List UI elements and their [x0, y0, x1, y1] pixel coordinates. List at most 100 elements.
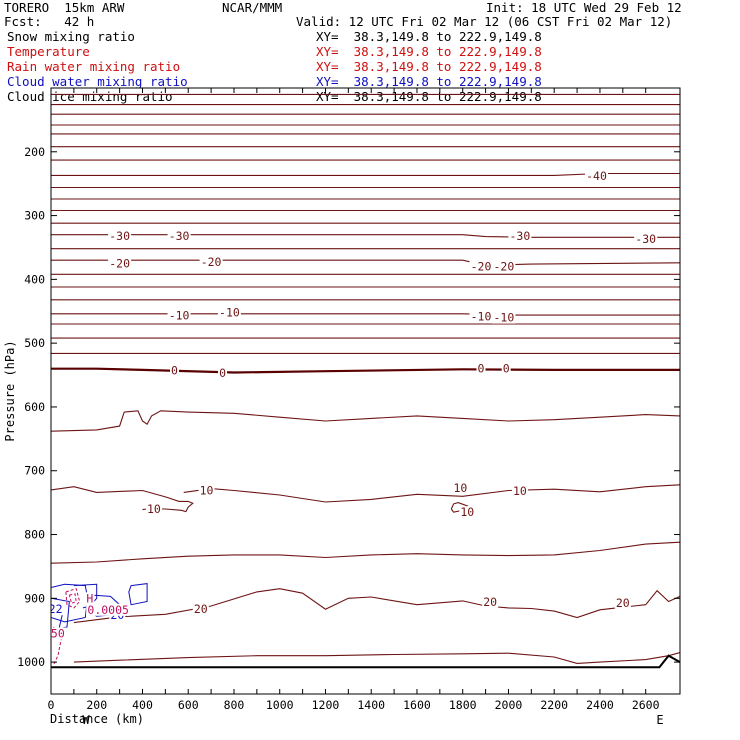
field-rain-xy: XY= 38.3,149.8 to 222.9,149.8	[316, 59, 542, 74]
isotherm-line	[51, 410, 680, 432]
field-cloud-ice-xy: XY= 38.3,149.8 to 222.9,149.8	[316, 89, 542, 104]
isotherm-label: -10	[219, 306, 240, 320]
isotherm-line	[51, 172, 680, 176]
field-rain-name: Rain water mixing ratio	[7, 59, 181, 74]
field-snow-xy: XY= 38.3,149.8 to 222.9,149.8	[316, 29, 542, 44]
isotherm-label-bg	[476, 362, 486, 375]
y-tick-label: 500	[24, 336, 45, 350]
y-tick-label: 1000	[17, 655, 45, 669]
field-cloud-ice-name: Cloud ice mixing ratio	[7, 89, 173, 104]
y-tick-label: 700	[24, 464, 45, 478]
terrain-line	[51, 654, 680, 669]
isotherm-label-bg	[492, 311, 516, 324]
forecast-hour: Fcst: 42 h	[4, 14, 95, 29]
x-tick-label: 200	[86, 698, 107, 712]
x-tick-label: 2200	[540, 698, 568, 712]
isotherm-line	[51, 541, 680, 564]
isotherm-label: 10	[200, 484, 214, 498]
contour-label-layer: -40-30 -30 -30 -30-20 -20 -20 -20-10 -10 -10 -100…	[49, 88, 658, 640]
y-tick-label: 200	[24, 145, 45, 159]
isotherm-line	[51, 486, 194, 513]
isotherm-label-bg	[145, 503, 162, 516]
isotherm-label-bg	[459, 506, 476, 519]
y-tick-label: 900	[24, 591, 45, 605]
rain-water-label-bg	[85, 592, 95, 605]
isotherm-label: -20	[201, 255, 222, 269]
isotherm-label: 0	[503, 362, 510, 376]
isotherm-label: 20	[194, 602, 208, 616]
x-tick-label: 1000	[266, 698, 294, 712]
isotherm-label-bg	[199, 256, 223, 269]
model-title: TORERO 15km ARW	[4, 0, 125, 15]
isotherm-label-bg	[501, 362, 511, 375]
field-temperature-name: Temperature	[7, 44, 90, 59]
isotherm-label-bg	[469, 310, 493, 323]
rain-water-label: H	[86, 591, 93, 605]
cloud-ice-label-bg	[454, 88, 513, 90]
isotherm-line	[51, 313, 680, 316]
x-tick-label: 2000	[495, 698, 523, 712]
isotherm-label-bg	[108, 257, 132, 270]
cloud-water-contour	[128, 583, 148, 606]
isotherm-line	[51, 234, 680, 238]
isotherm-label: -10	[169, 309, 190, 323]
y-tick-label: 400	[24, 272, 45, 286]
field-cloud-water-xy: XY= 38.3,149.8 to 222.9,149.8	[316, 74, 542, 89]
isotherm-label-bg	[585, 170, 609, 183]
field-snow-name: Snow mixing ratio	[7, 29, 135, 44]
x-tick-label: 600	[178, 698, 199, 712]
isotherm-label: -30	[635, 232, 656, 246]
isotherm-label: 0	[478, 362, 485, 376]
x-tick-label: 1200	[312, 698, 340, 712]
cloud-water-label: 22	[49, 602, 63, 616]
isotherm-label: -30	[510, 229, 531, 243]
x-tick-label: 1400	[357, 698, 385, 712]
x-tick-label: 400	[132, 698, 153, 712]
valid-time: Valid: 12 UTC Fri 02 Mar 12 (06 CST Fri …	[296, 14, 673, 29]
header-panel: TORERO 15km ARW NCAR/MMM Init: 18 UTC We…	[0, 0, 740, 115]
isotherm-label: -10	[471, 309, 492, 323]
west-end-label: W	[82, 713, 90, 727]
isotherm-label: -20	[471, 260, 492, 274]
y-tick-label: 300	[24, 209, 45, 223]
isotherm-label-bg	[167, 309, 191, 322]
isotherm-label: -10	[493, 311, 514, 325]
rain-water-contour	[68, 593, 77, 605]
rain-water-label-bg	[86, 603, 131, 616]
isotherm-label-bg	[217, 306, 241, 319]
rain-water-label-bg	[51, 627, 66, 640]
x-tick-label: 1800	[449, 698, 477, 712]
isotherm-label: 20	[616, 596, 630, 610]
isotherm-label-bg	[218, 367, 228, 380]
x-tick-label: 2400	[586, 698, 614, 712]
isotherm-label: 10	[460, 505, 474, 519]
isotherm-label-bg	[492, 260, 516, 273]
isotherm-label-bg	[170, 364, 180, 377]
y-axis-label: Pressure (hPa)	[3, 340, 17, 441]
x-tick-label: 800	[224, 698, 245, 712]
rain-water-label: 50	[51, 626, 65, 640]
isotherm-label-bg	[108, 229, 132, 242]
east-end-label: E	[656, 713, 663, 727]
isotherm-line	[73, 651, 680, 664]
isotherm-label-bg	[634, 233, 658, 246]
isotherm-label-bg	[452, 481, 469, 494]
isotherm-label: 10	[513, 484, 527, 498]
axes-layer: 0 200 400 600 800 1000 1200 1400 1600 1800 2000 220…	[17, 88, 680, 712]
field-cloud-water-name: Cloud water mixing ratio	[7, 74, 188, 89]
isotherm-label-bg	[198, 484, 215, 497]
isotherm-label: 10	[147, 502, 161, 516]
isotherm-label-bg	[192, 603, 209, 616]
isotherm-line	[51, 259, 680, 266]
isotherm-label-bg	[511, 485, 528, 498]
isotherm-label-bg	[614, 596, 631, 609]
isotherm-label: 0	[219, 366, 226, 380]
rain-water-label: 0.0005	[87, 603, 129, 617]
isotherm-label: -20	[493, 260, 514, 274]
isotherm-label: -20	[109, 256, 130, 270]
isotherm-label: -30	[169, 229, 190, 243]
isotherm-line	[450, 502, 469, 513]
isotherm-label: 10	[453, 481, 467, 495]
x-axis-label: Distance (km)	[50, 712, 144, 726]
